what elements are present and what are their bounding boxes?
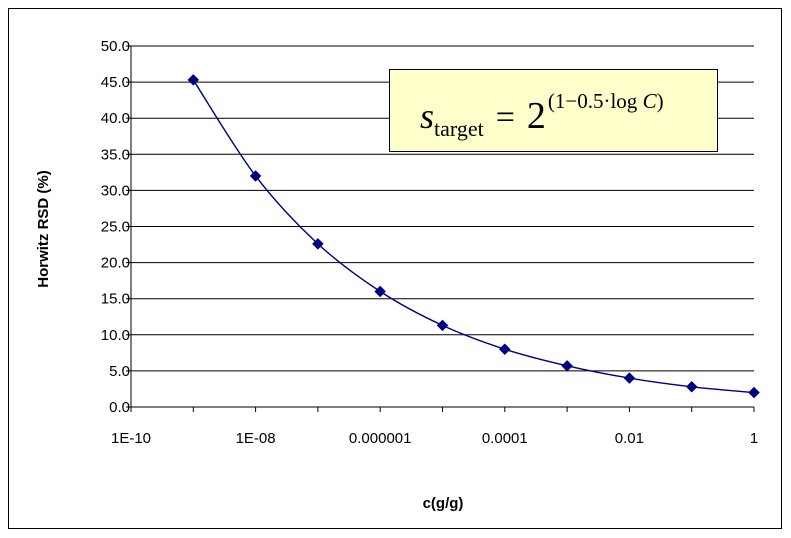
y-tick-label: 50.0: [101, 38, 130, 55]
formula-exponent-suffix: ): [656, 89, 664, 113]
data-point-diamond: [685, 380, 698, 393]
y-tick-label: 30.0: [101, 182, 130, 199]
x-tick-label: 0.01: [615, 430, 644, 447]
horwitz-formula: starget = 2(1−0.5·log C): [420, 89, 664, 141]
y-tick-label: 15.0: [101, 291, 130, 308]
data-point-diamond: [436, 319, 449, 332]
x-tick-label: 0.0001: [482, 430, 528, 447]
formula-equals: =: [495, 99, 515, 136]
y-tick-label: 35.0: [101, 146, 130, 163]
y-tick-label: 5.0: [109, 363, 130, 380]
formula-base: 2: [526, 95, 546, 137]
y-tick-label: 45.0: [101, 74, 130, 91]
formula-exponent: (1−0.5·log C): [548, 89, 664, 113]
y-tick-label: 40.0: [101, 110, 130, 127]
data-point-diamond: [312, 237, 324, 250]
formula-annotation: starget = 2(1−0.5·log C): [389, 69, 718, 152]
data-markers: [187, 74, 760, 399]
x-tick-label: 1: [750, 430, 758, 447]
data-point-diamond: [623, 372, 636, 384]
formula-s: s: [420, 96, 435, 136]
data-point-diamond: [498, 343, 511, 356]
series-line: [192, 79, 755, 394]
data-point-diamond: [748, 386, 760, 399]
data-point-diamond: [561, 359, 573, 372]
y-tick-label: 10.0: [101, 327, 130, 344]
x-tick-label: 1E-10: [111, 430, 151, 447]
x-tick-label: 0.000001: [349, 430, 412, 447]
y-tick-label: 25.0: [101, 219, 130, 236]
tick-labels: 0.0 5.0 10.0 15.0 20.0 25.0 30.0 35.0 40.0 45.0 50…: [101, 38, 758, 447]
x-axis-title: c(g/g): [423, 495, 464, 512]
formula-exponent-var: C: [642, 89, 657, 113]
series-curve: [192, 79, 755, 394]
y-tick-label: 0.0: [109, 399, 130, 416]
data-point-diamond: [187, 74, 200, 86]
y-axis-title: Horwitz RSD (%): [35, 170, 52, 288]
formula-exponent-prefix: (1−0.5·log: [547, 89, 643, 113]
y-tick-label: 20.0: [101, 255, 130, 272]
x-tick-label: 1E-08: [236, 430, 276, 447]
data-point-diamond: [374, 285, 387, 298]
axes: [126, 45, 755, 412]
formula-subscript: target: [434, 116, 484, 141]
data-point-diamond: [249, 170, 262, 182]
